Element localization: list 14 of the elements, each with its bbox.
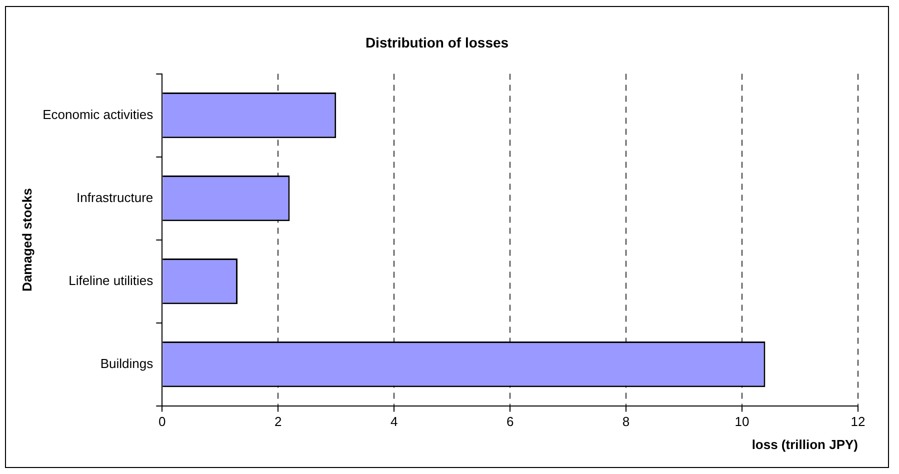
chart-title: Distribution of losses bbox=[365, 34, 509, 50]
y-tick-label: Economic activities bbox=[42, 106, 154, 122]
x-tick-label: 8 bbox=[622, 414, 630, 430]
x-tick-label: 4 bbox=[390, 414, 398, 430]
x-axis-title: loss (trillion JPY) bbox=[752, 436, 858, 452]
y-axis-title: Damaged stocks bbox=[19, 188, 34, 292]
y-tick-label: Lifeline utilities bbox=[68, 272, 154, 288]
y-tick-label: Infrastructure bbox=[76, 190, 154, 205]
x-tick-label: 10 bbox=[734, 414, 750, 430]
y-tick-label: Buildings bbox=[100, 356, 154, 371]
x-tick-label: 2 bbox=[274, 414, 282, 430]
x-tick-label: 0 bbox=[158, 414, 166, 430]
x-tick-label: 6 bbox=[506, 414, 514, 430]
x-tick-label: 12 bbox=[850, 414, 866, 430]
